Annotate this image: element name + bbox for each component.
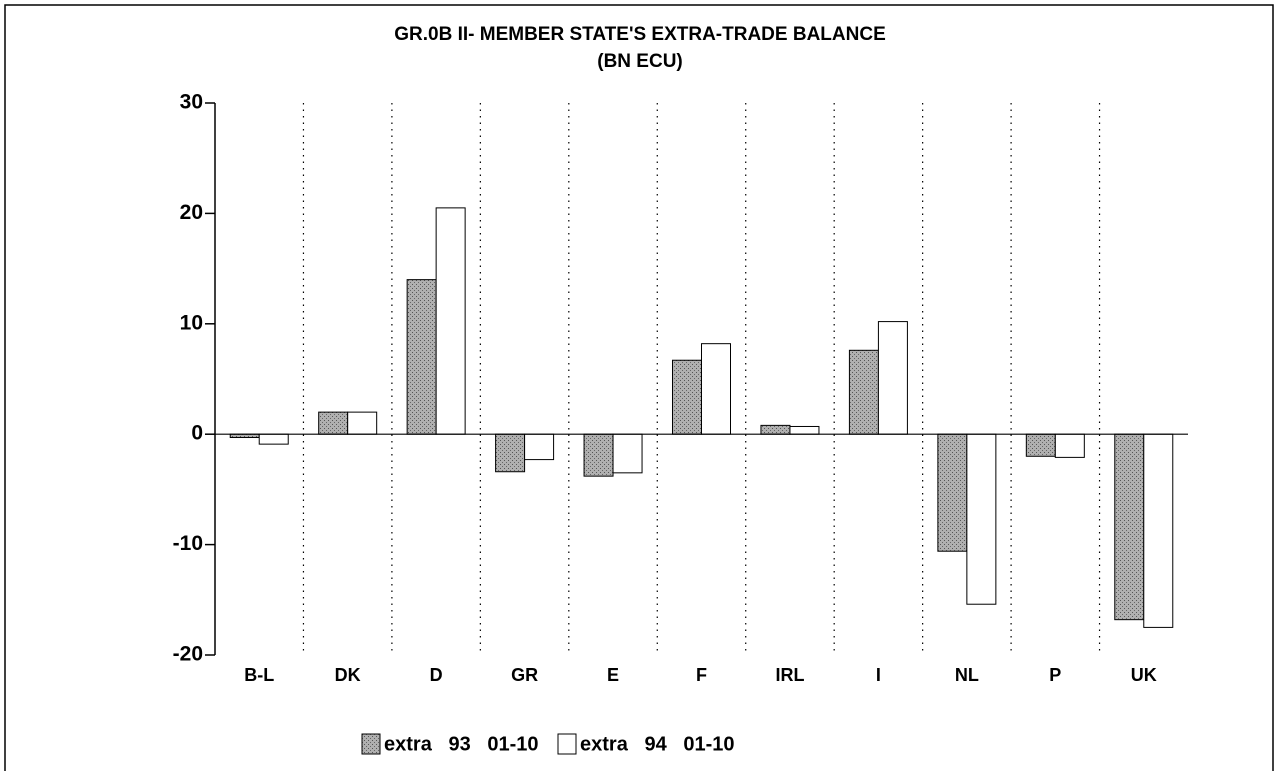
chart-title: GR.0B II- MEMBER STATE'S EXTRA-TRADE BAL… (394, 24, 886, 45)
x-tick-label: DK (335, 665, 361, 685)
bar (701, 343, 731, 435)
y-tick-label: -10 (173, 532, 203, 555)
bar (583, 433, 614, 477)
chart-subtitle: (BN ECU) (597, 51, 683, 72)
y-tick-label: 30 (180, 91, 203, 114)
bar (1054, 433, 1085, 458)
x-tick-label: I (876, 665, 881, 685)
bar (435, 207, 466, 435)
bar (789, 425, 820, 435)
legend-label: extra 94 01-10 (580, 733, 735, 755)
bar (760, 424, 791, 435)
y-tick-label: 0 (191, 422, 203, 445)
bar (258, 433, 289, 445)
bar (966, 433, 997, 605)
bar (1143, 433, 1174, 628)
x-tick-label: P (1049, 665, 1061, 685)
bar (1114, 433, 1145, 621)
legend-swatch (361, 733, 381, 755)
bar (612, 433, 643, 474)
x-tick-label: F (696, 665, 707, 685)
y-tick-label: -20 (173, 643, 203, 666)
y-tick-label: 20 (180, 201, 203, 224)
x-tick-label: IRL (775, 665, 804, 685)
x-tick-label: B-L (244, 665, 274, 685)
x-tick-label: UK (1131, 665, 1157, 685)
bar (524, 433, 555, 461)
legend-label: extra 93 01-10 (384, 733, 539, 755)
bar (347, 411, 378, 435)
bar (495, 433, 526, 473)
legend-swatch (557, 733, 577, 755)
x-tick-label: NL (955, 665, 979, 685)
bar (877, 321, 908, 435)
x-tick-label: D (430, 665, 443, 685)
x-tick-label: GR (511, 665, 538, 685)
y-tick-label: 10 (180, 311, 203, 334)
bar (672, 359, 702, 435)
bar (937, 433, 968, 552)
bar (1025, 433, 1056, 457)
bar (318, 411, 349, 435)
bar (406, 279, 437, 435)
x-tick-label: E (607, 665, 619, 685)
bar (848, 349, 879, 435)
